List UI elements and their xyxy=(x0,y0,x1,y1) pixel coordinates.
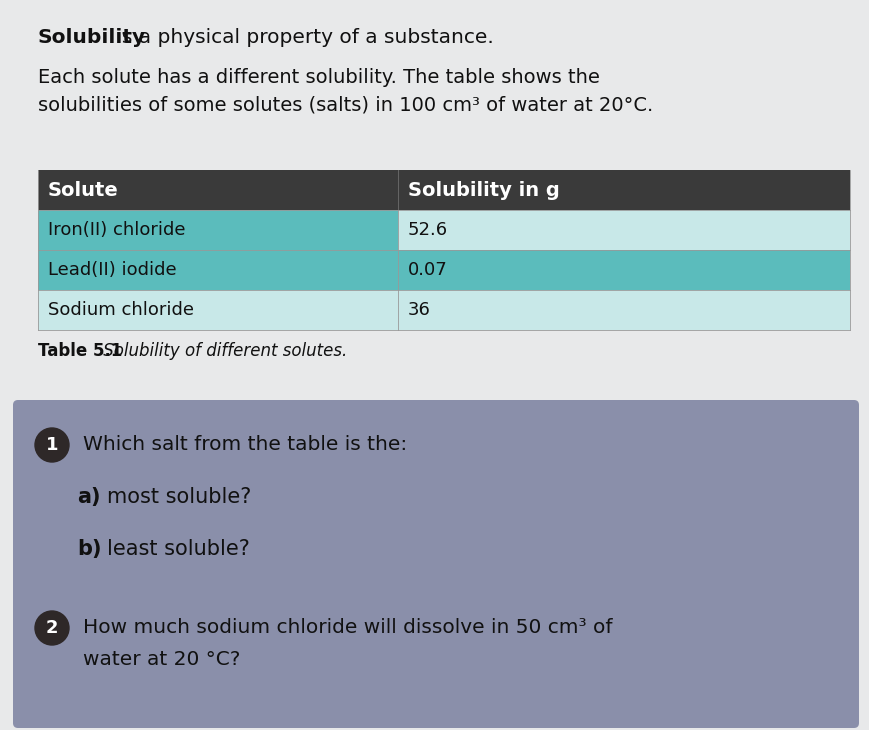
Text: least soluble?: least soluble? xyxy=(107,539,249,559)
Text: Solubility of different solutes.: Solubility of different solutes. xyxy=(98,342,347,360)
Text: is a physical property of a substance.: is a physical property of a substance. xyxy=(109,28,494,47)
Text: Solubility in g: Solubility in g xyxy=(408,180,559,199)
Circle shape xyxy=(35,611,69,645)
FancyBboxPatch shape xyxy=(397,210,849,250)
Text: 1: 1 xyxy=(46,436,58,454)
Text: Table 5.1: Table 5.1 xyxy=(38,342,123,360)
Text: Iron(II) chloride: Iron(II) chloride xyxy=(48,221,185,239)
Text: Sodium chloride: Sodium chloride xyxy=(48,301,194,319)
Text: most soluble?: most soluble? xyxy=(107,487,251,507)
Text: water at 20 °C?: water at 20 °C? xyxy=(83,650,240,669)
Text: b): b) xyxy=(77,539,102,559)
FancyBboxPatch shape xyxy=(397,290,849,330)
Text: Each solute has a different solubility. The table shows the
solubilities of some: Each solute has a different solubility. … xyxy=(38,68,653,115)
FancyBboxPatch shape xyxy=(38,170,849,210)
FancyBboxPatch shape xyxy=(38,210,397,250)
Text: a): a) xyxy=(77,487,101,507)
FancyBboxPatch shape xyxy=(397,250,849,290)
Text: 2: 2 xyxy=(46,619,58,637)
Text: Solute: Solute xyxy=(48,180,118,199)
FancyBboxPatch shape xyxy=(38,290,397,330)
Text: Which salt from the table is the:: Which salt from the table is the: xyxy=(83,436,407,455)
Text: Lead(II) iodide: Lead(II) iodide xyxy=(48,261,176,279)
Text: 36: 36 xyxy=(408,301,430,319)
Text: 52.6: 52.6 xyxy=(408,221,448,239)
Text: 0.07: 0.07 xyxy=(408,261,448,279)
FancyBboxPatch shape xyxy=(38,250,397,290)
Circle shape xyxy=(35,428,69,462)
FancyBboxPatch shape xyxy=(13,400,858,728)
Text: Solubility: Solubility xyxy=(38,28,146,47)
Text: How much sodium chloride will dissolve in 50 cm³ of: How much sodium chloride will dissolve i… xyxy=(83,618,612,637)
